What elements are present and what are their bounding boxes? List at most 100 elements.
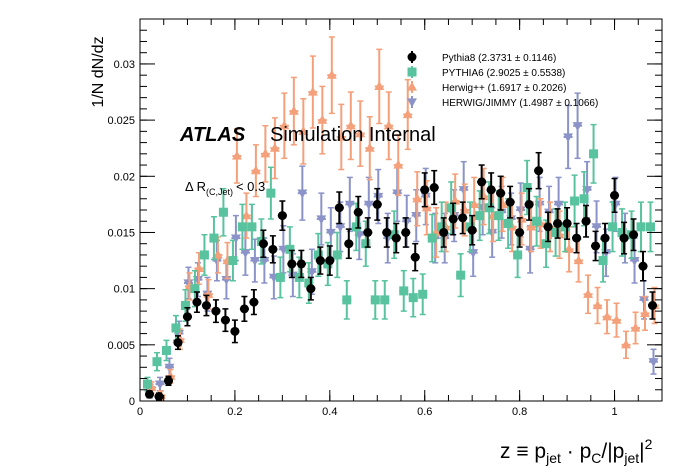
data-point	[475, 211, 485, 221]
data-point	[410, 252, 420, 262]
legend-marker	[407, 81, 417, 91]
data-point	[543, 222, 553, 232]
data-point	[629, 256, 640, 266]
x-tick-label: 0.8	[512, 406, 527, 418]
data-point	[316, 215, 327, 225]
data-point	[598, 256, 608, 266]
data-point	[344, 200, 355, 210]
data-point	[427, 233, 437, 243]
axis-layer: 0 0.2 0.4 0.6 0.8 1 0 0.005 0.01 0.015 0.02 0.025 0.…	[107, 18, 663, 418]
data-point	[250, 165, 261, 175]
data-point	[382, 227, 392, 237]
data-point	[266, 188, 276, 198]
data-point	[572, 233, 582, 243]
data-point	[648, 358, 659, 368]
data-point	[532, 216, 542, 226]
data-point	[600, 233, 610, 243]
data-point	[152, 357, 162, 367]
data-point	[456, 270, 466, 280]
data-point	[636, 222, 646, 232]
data-point	[638, 261, 648, 271]
data-point	[249, 256, 260, 266]
data-point	[361, 239, 371, 249]
data-point	[553, 218, 563, 228]
data-point	[572, 122, 583, 132]
data-point	[437, 222, 447, 232]
x-axis-label-slash: /|p	[601, 440, 624, 463]
data-point	[420, 185, 430, 195]
data-point	[351, 222, 361, 232]
data-point	[231, 150, 242, 160]
data-point	[446, 203, 456, 213]
data-point	[277, 211, 287, 221]
data-point	[345, 120, 356, 130]
data-point	[629, 230, 639, 240]
data-point	[164, 363, 175, 373]
data-point	[230, 326, 240, 336]
x-axis-label-sup: 2	[645, 436, 653, 452]
atlas-label: ATLAS	[179, 124, 246, 146]
data-point	[458, 213, 468, 223]
data-point	[608, 222, 618, 232]
series-1	[144, 151, 658, 402]
data-point	[275, 272, 285, 282]
data-point	[288, 105, 299, 115]
data-point	[467, 225, 477, 235]
data-point	[218, 207, 228, 217]
data-point	[573, 255, 584, 265]
atlas-sublabel: Simulation Internal	[270, 124, 436, 146]
data-point	[370, 295, 380, 305]
x-tick-label: 0	[137, 406, 143, 418]
data-point	[192, 297, 202, 307]
x-tick-label: 0.4	[322, 406, 337, 418]
data-point	[279, 120, 290, 130]
data-point	[469, 198, 480, 208]
x-axis-label-sub-jet-2: jet	[623, 450, 639, 466]
data-point	[448, 214, 458, 224]
data-point	[630, 322, 641, 332]
data-point	[610, 190, 620, 200]
data-point	[240, 249, 251, 259]
data-point	[391, 233, 401, 243]
data-point	[209, 233, 219, 243]
data-point	[402, 109, 413, 119]
data-point	[522, 183, 532, 193]
data-point	[534, 166, 544, 176]
data-point	[237, 222, 247, 232]
data-point	[317, 114, 328, 124]
data-point	[173, 338, 183, 348]
data-point	[364, 142, 375, 152]
data-point	[553, 200, 564, 210]
x-axis-label-bar: |	[639, 440, 644, 463]
data-point	[621, 339, 631, 349]
cut-label: Δ R(C,Jet) < 0.3	[185, 179, 265, 197]
data-point	[617, 227, 627, 237]
data-point	[211, 306, 221, 316]
data-point	[315, 256, 325, 266]
data-point	[268, 244, 278, 254]
legend-label: HERWIG/JIMMY (1.4987 ± 0.1066)	[442, 98, 598, 109]
data-point	[344, 239, 354, 249]
x-tick-label: 0.2	[227, 406, 242, 418]
legend-label: Pythia8 (2.3731 ± 0.1146)	[442, 53, 556, 64]
data-point	[503, 218, 513, 228]
data-point	[335, 223, 346, 233]
data-point	[515, 227, 525, 237]
data-point	[161, 345, 171, 355]
data-point	[241, 210, 252, 220]
series-3	[146, 36, 660, 401]
data-point	[513, 250, 523, 260]
data-point	[298, 125, 309, 135]
data-point	[296, 259, 306, 269]
data-point	[325, 256, 335, 266]
data-point	[562, 218, 572, 228]
data-point	[287, 259, 297, 269]
data-point	[334, 203, 344, 213]
data-point	[372, 199, 382, 209]
data-point	[591, 241, 601, 251]
data-point	[611, 314, 622, 324]
data-point	[383, 120, 394, 130]
data-point	[285, 244, 295, 254]
data-point	[646, 222, 656, 232]
y-tick-label: 0.01	[114, 284, 135, 296]
